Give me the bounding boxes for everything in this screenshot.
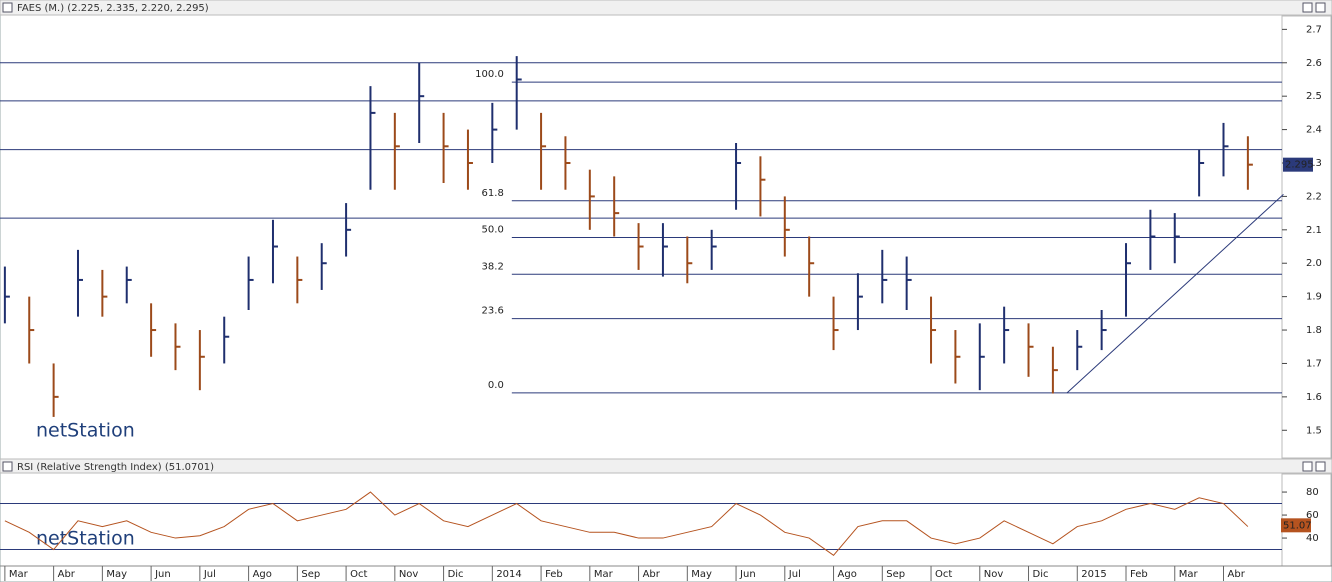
close-button[interactable] xyxy=(1315,461,1326,472)
price-title: FAES (M.) (2.225, 2.335, 2.220, 2.295) xyxy=(17,3,209,14)
x-tick-label: Ago xyxy=(838,569,857,580)
last-value-label: 51.07 xyxy=(1283,520,1312,531)
y-tick-label: 1.8 xyxy=(1306,325,1322,336)
x-tick-label: Abr xyxy=(58,569,76,580)
x-tick-label: Ago xyxy=(253,569,272,580)
x-tick-label: Dic xyxy=(448,569,464,580)
y-tick-label: 2.4 xyxy=(1306,125,1322,136)
y-tick-label: 2.5 xyxy=(1306,91,1322,102)
y-tick-label: 40 xyxy=(1306,533,1319,544)
y-tick-label: 1.7 xyxy=(1306,358,1322,369)
y-tick-label: 1.5 xyxy=(1306,425,1322,436)
fib-label: 23.6 xyxy=(482,306,504,317)
x-tick-label: 2014 xyxy=(496,569,521,580)
y-tick-label: 1.6 xyxy=(1306,392,1322,403)
y-tick-label: 1.9 xyxy=(1306,292,1322,303)
x-tick-label: Jul xyxy=(203,569,216,580)
x-tick-label: Jun xyxy=(739,569,756,580)
fib-label: 38.2 xyxy=(482,261,504,272)
rsi-header xyxy=(0,458,1332,474)
x-tick-label: Nov xyxy=(984,569,1004,580)
panel-icon xyxy=(2,2,13,13)
fib-label: 50.0 xyxy=(482,225,504,236)
x-tick-label: Feb xyxy=(1130,569,1148,580)
watermark: netStation xyxy=(36,420,135,442)
x-tick-label: Abr xyxy=(1228,569,1246,580)
x-tick-label: Jun xyxy=(154,569,171,580)
x-tick-label: May xyxy=(106,569,127,580)
x-tick-label: 2015 xyxy=(1081,569,1106,580)
fib-label: 0.0 xyxy=(488,380,504,391)
minimize-button[interactable] xyxy=(1302,2,1313,13)
y-tick-label: 80 xyxy=(1306,487,1319,498)
minimize-button[interactable] xyxy=(1302,461,1313,472)
y-tick-label: 60 xyxy=(1306,510,1319,521)
price-axis xyxy=(1281,15,1332,459)
x-tick-label: Mar xyxy=(594,569,614,580)
last-price-label: 2.295 xyxy=(1285,160,1314,171)
fib-label: 100.0 xyxy=(475,69,504,80)
x-tick-label: Abr xyxy=(643,569,661,580)
y-tick-label: 2.6 xyxy=(1306,58,1322,69)
x-tick-label: Dic xyxy=(1033,569,1049,580)
x-tick-label: Oct xyxy=(350,569,367,580)
x-tick-label: Feb xyxy=(545,569,563,580)
fib-label: 61.8 xyxy=(482,188,504,199)
x-tick-label: Sep xyxy=(301,569,320,580)
trend-line xyxy=(1066,194,1284,394)
x-tick-label: Nov xyxy=(399,569,419,580)
price-header xyxy=(0,0,1332,16)
panel-icon xyxy=(2,461,13,472)
y-tick-label: 2.1 xyxy=(1306,225,1322,236)
rsi-line xyxy=(4,491,1249,556)
x-tick-label: Jul xyxy=(788,569,801,580)
x-tick-label: May xyxy=(691,569,712,580)
y-tick-label: 2.7 xyxy=(1306,24,1322,35)
rsi-title: RSI (Relative Strength Index) (51.0701) xyxy=(17,462,214,473)
x-tick-label: Mar xyxy=(9,569,29,580)
y-tick-label: 2.0 xyxy=(1306,258,1322,269)
x-tick-label: Sep xyxy=(886,569,905,580)
x-tick-label: Mar xyxy=(1179,569,1199,580)
close-button[interactable] xyxy=(1315,2,1326,13)
y-tick-label: 2.3 xyxy=(1306,158,1322,169)
watermark: netStation xyxy=(36,528,135,550)
y-tick-label: 2.2 xyxy=(1306,191,1322,202)
last-price-box xyxy=(1283,157,1313,172)
last-value-box xyxy=(1281,518,1311,533)
x-tick-label: Oct xyxy=(935,569,952,580)
plot-layer: 1.5 1.6 1.7 1.8 1.9 2.0 2.1 2.2 2.3 2.4 2.5 2.6 2.7 1… xyxy=(0,24,1322,581)
